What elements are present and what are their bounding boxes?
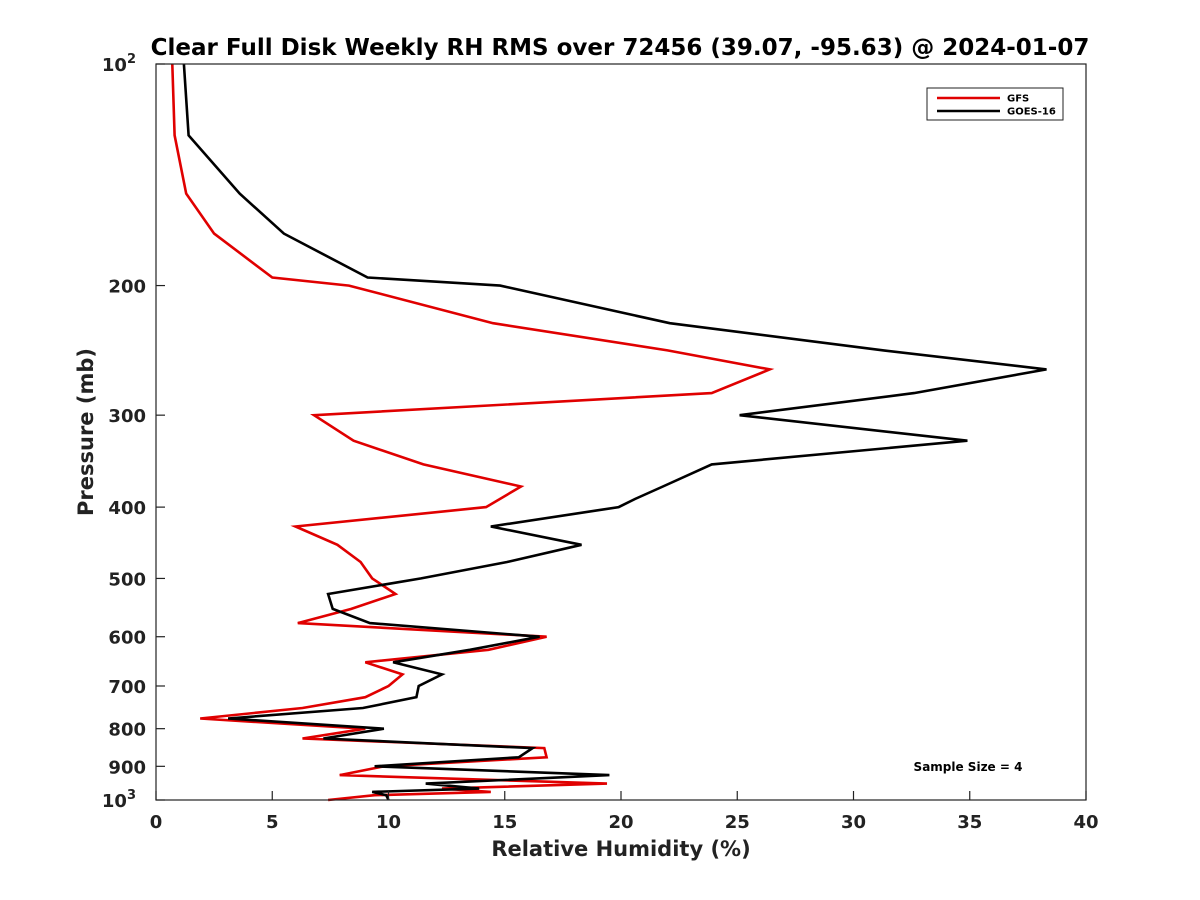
x-tick-label: 40 xyxy=(1073,812,1098,833)
x-axis-label: Relative Humidity (%) xyxy=(491,837,750,861)
y-axis-ticks: 102 200 300 400 500 600 700 800 900 103 xyxy=(102,52,165,812)
y-tick-label: 500 xyxy=(108,569,146,590)
y-tick-label: 300 xyxy=(108,406,146,427)
y-tick-label: 700 xyxy=(108,677,146,698)
legend-box xyxy=(926,87,1064,121)
x-tick-label: 25 xyxy=(725,812,750,833)
x-tick-label: 10 xyxy=(376,812,401,833)
legend: GFS GOES-16 xyxy=(926,87,1064,121)
y-tick-label: 600 xyxy=(108,628,146,649)
y-tick-label: 900 xyxy=(108,757,146,778)
x-tick-label: 20 xyxy=(608,812,633,833)
legend-label-gfs: GFS xyxy=(1007,94,1029,105)
sample-size-annotation: Sample Size = 4 xyxy=(914,760,1023,774)
y-tick-label: 103 xyxy=(102,788,136,812)
y-tick-label: 200 xyxy=(108,277,146,298)
series-line-gfs xyxy=(171,63,775,802)
y-tick-label: 800 xyxy=(108,720,146,741)
y-tick-label: 400 xyxy=(108,498,146,519)
x-tick-label: 0 xyxy=(150,812,163,833)
y-axis-label: Pressure (mb) xyxy=(74,348,98,516)
x-tick-label: 35 xyxy=(957,812,982,833)
x-axis-ticks: 0 5 10 15 20 25 30 35 40 xyxy=(150,791,1099,833)
legend-label-goes-16: GOES-16 xyxy=(1007,107,1056,118)
x-tick-label: 30 xyxy=(841,812,866,833)
plot-frame xyxy=(155,63,1087,801)
y-tick-label: 102 xyxy=(102,52,136,76)
x-tick-label: 5 xyxy=(266,812,279,833)
chart-title: Clear Full Disk Weekly RH RMS over 72456… xyxy=(151,35,1090,61)
series-layer xyxy=(171,63,1047,802)
x-tick-label: 15 xyxy=(492,812,517,833)
series-line-goes-16 xyxy=(182,63,1047,801)
